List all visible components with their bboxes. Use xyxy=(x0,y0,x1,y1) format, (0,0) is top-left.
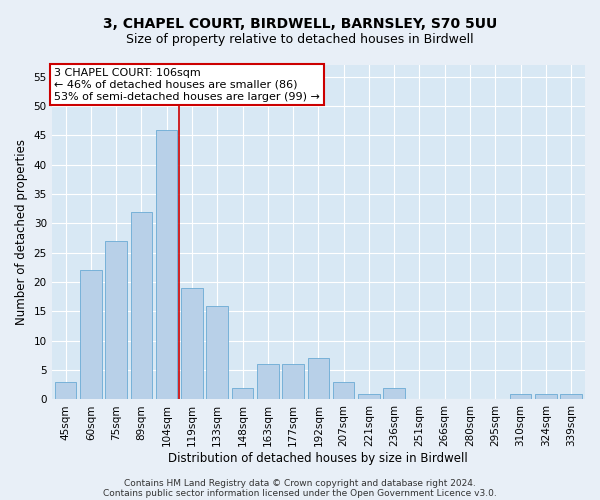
Bar xyxy=(257,364,278,400)
Bar xyxy=(156,130,178,400)
Bar xyxy=(510,394,531,400)
Text: Contains HM Land Registry data © Crown copyright and database right 2024.: Contains HM Land Registry data © Crown c… xyxy=(124,478,476,488)
X-axis label: Distribution of detached houses by size in Birdwell: Distribution of detached houses by size … xyxy=(169,452,468,465)
Bar xyxy=(333,382,355,400)
Text: 3, CHAPEL COURT, BIRDWELL, BARNSLEY, S70 5UU: 3, CHAPEL COURT, BIRDWELL, BARNSLEY, S70… xyxy=(103,18,497,32)
Bar xyxy=(80,270,101,400)
Bar xyxy=(206,306,228,400)
Bar xyxy=(232,388,253,400)
Bar xyxy=(181,288,203,400)
Bar xyxy=(383,388,405,400)
Text: 3 CHAPEL COURT: 106sqm
← 46% of detached houses are smaller (86)
53% of semi-det: 3 CHAPEL COURT: 106sqm ← 46% of detached… xyxy=(55,68,320,102)
Bar xyxy=(55,382,76,400)
Bar xyxy=(308,358,329,400)
Bar xyxy=(358,394,380,400)
Y-axis label: Number of detached properties: Number of detached properties xyxy=(15,139,28,325)
Bar xyxy=(283,364,304,400)
Bar xyxy=(131,212,152,400)
Bar xyxy=(535,394,557,400)
Text: Contains public sector information licensed under the Open Government Licence v3: Contains public sector information licen… xyxy=(103,488,497,498)
Bar xyxy=(106,241,127,400)
Text: Size of property relative to detached houses in Birdwell: Size of property relative to detached ho… xyxy=(126,32,474,46)
Bar xyxy=(560,394,582,400)
